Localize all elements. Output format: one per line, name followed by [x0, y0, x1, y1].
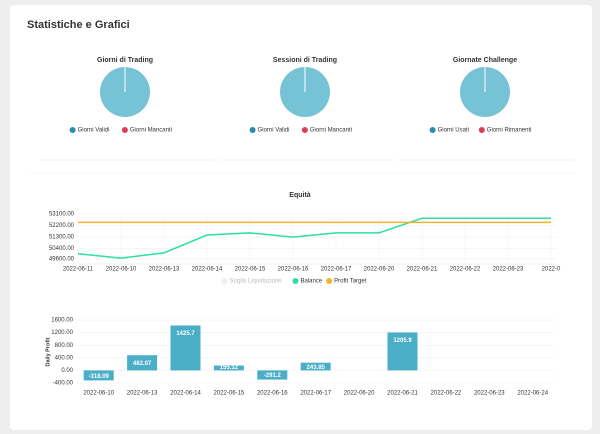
x-tick-label: 2022-06-22 — [431, 391, 462, 397]
x-tick-label: 2022-06-24 — [517, 391, 548, 397]
legend-label: Giorni Mancanti — [310, 128, 352, 134]
y-tick-label: 0.00 — [61, 368, 73, 374]
y-tick-label: 51300.00 — [49, 235, 75, 241]
data-label: 1425.7 — [176, 331, 195, 337]
bar — [387, 332, 418, 371]
bar — [170, 325, 201, 371]
line-series — [77, 217, 551, 259]
y-tick-label: -400.00 — [53, 381, 74, 387]
data-label: 482.07 — [133, 361, 152, 367]
legend-label: Giorni Validi — [78, 128, 110, 134]
x-tick-label: 2022-06-20 — [344, 391, 375, 397]
chart-title: Giorni di Trading — [97, 57, 153, 64]
legend-dot — [249, 127, 256, 133]
x-tick-label: 2022-06-21 — [407, 267, 438, 273]
y-tick-label: 49600.00 — [49, 256, 75, 262]
legend-label: Soglia Liquidazione — [230, 279, 283, 285]
x-tick-label: 2022-06-23 — [493, 267, 524, 273]
legend-dot — [121, 127, 128, 133]
legend-label: Giorni Validi — [258, 128, 290, 134]
x-tick-label: 2022-06-15 — [214, 391, 245, 397]
y-tick-label: 52200.00 — [49, 223, 75, 229]
bar — [300, 362, 331, 371]
legend-label: Profit Target — [334, 279, 367, 285]
legend-dot — [221, 278, 228, 284]
chart-title: Giornate Challenge — [453, 57, 517, 64]
card — [10, 5, 592, 430]
data-label: 1205.9 — [393, 338, 412, 344]
x-tick-label: 2022-06-22 — [450, 267, 481, 273]
legend-dot — [301, 127, 308, 133]
legend-dot — [326, 278, 333, 284]
x-tick-label: 2022-06-17 — [321, 267, 352, 273]
chart-title: Sessioni di Trading — [273, 57, 337, 64]
y-tick-label: 53100.00 — [49, 212, 75, 218]
legend-dot — [69, 127, 76, 133]
legend-dot — [292, 278, 299, 284]
y-tick-label: 400.00 — [55, 355, 74, 361]
x-tick-label: 2022-06-13 — [127, 391, 158, 397]
page-title: Statistiche e Grafici — [27, 19, 130, 31]
bar — [83, 370, 114, 381]
x-tick-label: 2022-06-14 — [192, 267, 223, 273]
legend-dot — [478, 127, 485, 133]
x-tick-label: 2022-06-15 — [235, 267, 266, 273]
x-tick-label: 2022-06-20 — [364, 267, 395, 273]
y-tick-label: 50400.00 — [49, 246, 75, 252]
x-tick-label: 2022-06-16 — [257, 391, 288, 397]
y-tick-label: 1200.00 — [51, 330, 73, 336]
bar — [257, 370, 288, 380]
bar — [213, 365, 244, 371]
legend-dot — [429, 127, 436, 133]
data-label: -318.09 — [89, 374, 110, 380]
y-axis-label: Daily Profit — [45, 337, 51, 366]
legend-label: Giorni Rimanenti — [487, 128, 532, 134]
bar — [127, 355, 158, 371]
x-tick-label: 2022-06-16 — [278, 267, 309, 273]
x-tick-label: 2022-06-17 — [300, 391, 331, 397]
legend-label: Giorni Usati — [438, 128, 469, 134]
y-tick-label: 800.00 — [55, 343, 74, 349]
data-label: 243.85 — [307, 365, 326, 371]
x-tick-label: 2022-06-13 — [149, 267, 180, 273]
x-tick-label: 2022-06-11 — [63, 267, 94, 273]
x-tick-label: 2022-06-14 — [170, 391, 201, 397]
x-tick-label: 2022-0 — [542, 267, 561, 273]
chart-title: Equità — [289, 192, 310, 199]
data-label: -291.2 — [264, 373, 282, 379]
data-label: 155.12 — [220, 365, 239, 371]
legend-label: Balance — [300, 279, 322, 285]
x-tick-label: 2022-06-10 — [106, 267, 137, 273]
x-tick-label: 2022-06-10 — [83, 391, 114, 397]
y-tick-label: 1600.00 — [51, 318, 73, 324]
x-tick-label: 2022-06-21 — [387, 391, 418, 397]
x-tick-label: 2022-06-23 — [474, 391, 505, 397]
legend-label: Giorni Mancanti — [130, 128, 172, 134]
